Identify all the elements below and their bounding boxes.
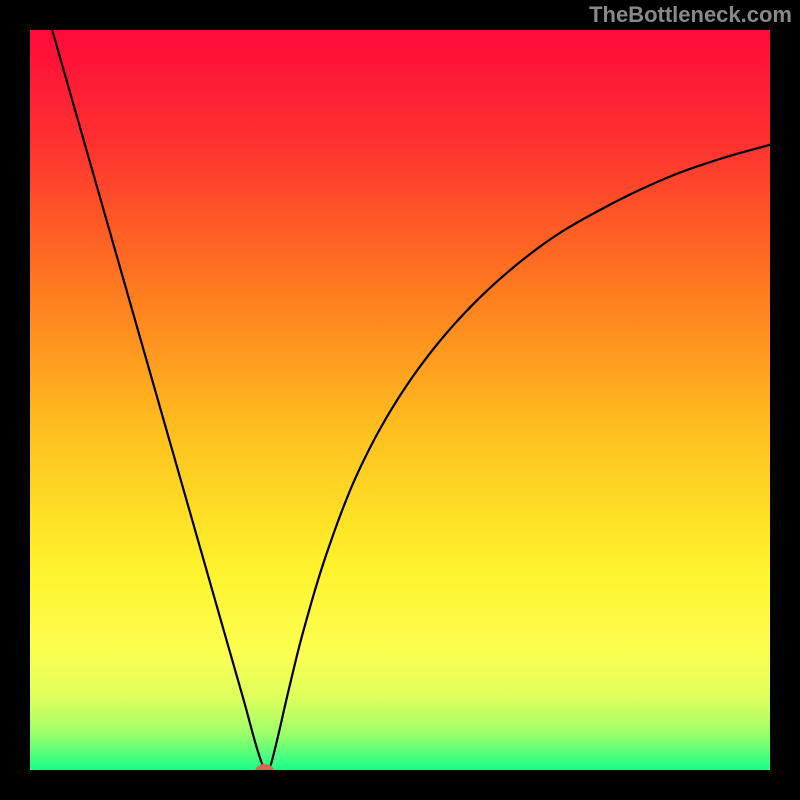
chart-root: TheBottleneck.com (0, 0, 800, 800)
plot-svg (30, 30, 770, 770)
plot-area (30, 30, 770, 770)
gradient-background (30, 30, 770, 770)
watermark-text: TheBottleneck.com (589, 2, 792, 28)
